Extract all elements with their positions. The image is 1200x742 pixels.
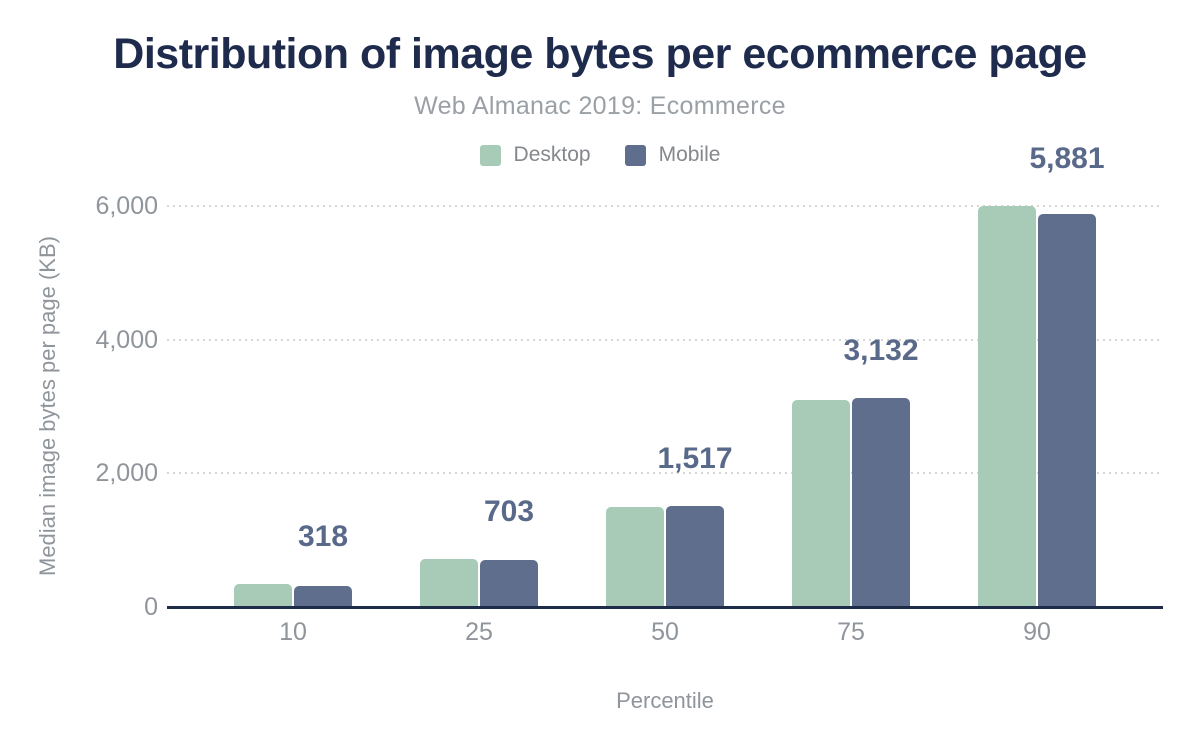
bar-mobile-p50: [666, 506, 724, 607]
gridline-4000: [167, 338, 1163, 341]
y-axis-title: Median image bytes per page (KB): [35, 236, 60, 577]
legend: Desktop Mobile: [0, 143, 1200, 167]
bar-mobile-p90: [1038, 214, 1096, 607]
data-label-mobile-p75: 3,132: [843, 334, 919, 367]
data-label-mobile-p50: 1,517: [657, 442, 733, 475]
plot-area: 318 703 1,517 3,132 5,881: [167, 144, 1163, 607]
mobile-series-swatch-icon: [624, 144, 646, 166]
data-label-mobile-p25: 703: [483, 495, 535, 528]
y-tick-label-0: 0: [144, 593, 158, 621]
bar-desktop-p25: [420, 559, 478, 607]
bar-mobile-p10: [294, 586, 352, 607]
bar-mobile-p75: [852, 398, 910, 607]
x-tick-label-10: 10: [279, 618, 307, 646]
x-tick-label-75: 75: [837, 618, 865, 646]
data-label-mobile-p90: 5,881: [1029, 142, 1105, 175]
desktop-series-swatch-icon: [479, 144, 501, 166]
x-tick-label-25: 25: [465, 618, 493, 646]
y-tick-label-4000: 4,000: [95, 325, 158, 354]
desktop-legend-label: Desktop: [513, 143, 591, 166]
y-tick-label-6000: 6,000: [95, 192, 158, 220]
data-label-mobile-p10: 318: [297, 520, 349, 553]
x-tick-label-90: 90: [1023, 618, 1051, 646]
x-tick-label-50: 50: [651, 618, 679, 646]
bar-desktop-p50: [606, 507, 664, 607]
y-tick-label-2000: 2,000: [95, 459, 158, 488]
bar-desktop-p75: [792, 400, 850, 607]
gridline-2000: [167, 472, 1163, 475]
bar-desktop-p10: [234, 584, 292, 607]
x-axis-line: [167, 606, 1163, 609]
x-axis-title: Percentile: [616, 688, 714, 713]
legend-item-desktop: Desktop: [479, 143, 591, 167]
chart-title: Distribution of image bytes per ecommerc…: [113, 30, 1087, 78]
bar-mobile-p25: [480, 560, 538, 607]
mobile-legend-label: Mobile: [658, 143, 721, 166]
gridline-6000: [167, 205, 1163, 207]
bar-desktop-p90: [978, 206, 1036, 607]
chart-subtitle: Web Almanac 2019: Ecommerce: [414, 92, 786, 120]
legend-item-mobile: Mobile: [624, 143, 721, 167]
